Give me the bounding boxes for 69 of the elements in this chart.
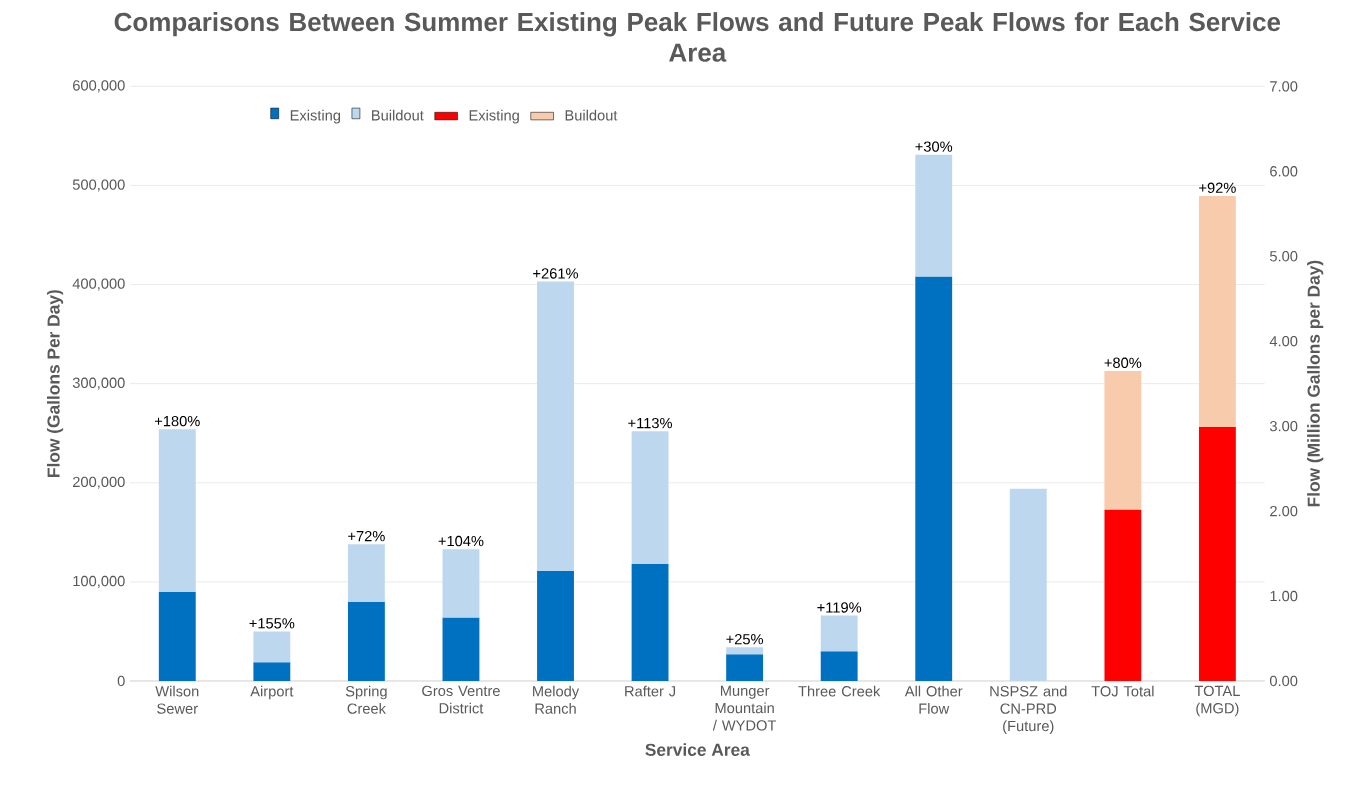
annotation: +80% <box>1104 357 1142 368</box>
x-tick-label: Melody Ranch <box>533 685 580 714</box>
legend-label: Buildout <box>565 109 618 121</box>
annotation: +25% <box>726 633 764 645</box>
bar <box>820 651 858 681</box>
x-tick-label: Airport <box>250 685 294 700</box>
x-tick-label: Gros Ventre District <box>422 685 500 714</box>
annotation: +155% <box>249 618 295 629</box>
x-tick-label: All Other Flow <box>904 685 963 714</box>
bar <box>158 429 196 592</box>
x-tick-label: Munger Mountain / WYDOT <box>712 685 777 731</box>
x-tick-label: Wilson Sewer <box>155 685 199 714</box>
y2-tick-label: 1.00 <box>1270 590 1298 602</box>
annotation: +104% <box>438 535 484 547</box>
chart-title: Comparisons Between Summer Existing Peak Flows and Future Peak Flows for Each Service Area <box>114 12 1281 62</box>
y-tick-label: 200,000 <box>73 476 125 489</box>
y-tick-label: 500,000 <box>72 179 125 192</box>
annotation: +180% <box>154 415 200 427</box>
x-axis-title: Service Area <box>645 743 750 756</box>
annotation: +119% <box>817 602 862 613</box>
y2-tick-label: 4.00 <box>1269 336 1298 347</box>
bar <box>442 617 480 681</box>
legend-label: Existing <box>469 109 519 124</box>
y-tick-label: 0 <box>117 675 125 687</box>
y2-tick-label: 2.00 <box>1270 505 1298 517</box>
bar <box>1198 195 1236 427</box>
x-tick-label: Rafter J <box>625 685 676 697</box>
x-tick-label: Three Creek <box>798 685 881 697</box>
y2-axis-title: Flow (Million Gallons per Day) <box>1307 260 1324 507</box>
y-tick-label: 400,000 <box>72 278 125 291</box>
bar <box>537 281 574 571</box>
bar <box>631 431 669 565</box>
y-tick-label: 300,000 <box>72 377 125 390</box>
bar <box>631 564 669 681</box>
bar <box>537 570 574 681</box>
bar <box>1009 488 1047 681</box>
x-tick-label: TOTAL (MGD) <box>1194 685 1240 717</box>
x-tick-label: TOJ Total <box>1091 685 1154 697</box>
y2-tick-label: 6.00 <box>1270 166 1298 177</box>
y-axis-title: Flow (Gallons Per Day) <box>46 290 64 477</box>
y2-tick-label: 0.00 <box>1269 675 1298 687</box>
y-tick-label: 100,000 <box>73 575 125 588</box>
bar <box>726 647 764 655</box>
bar <box>726 654 764 681</box>
bar <box>1104 509 1142 681</box>
y-tick-label: 600,000 <box>73 80 125 93</box>
bar <box>442 549 480 618</box>
bar <box>915 154 953 277</box>
y2-tick-label: 5.00 <box>1269 251 1298 262</box>
y2-tick-label: 7.00 <box>1270 81 1298 92</box>
bar <box>1104 370 1142 510</box>
legend-label: Buildout <box>372 109 424 121</box>
annotation: +72% <box>348 530 385 542</box>
annotation: +113% <box>628 417 673 429</box>
annotation: +92% <box>1199 182 1236 193</box>
legend-label: Existing <box>290 109 341 124</box>
annotation: +30% <box>915 141 953 152</box>
bar <box>347 601 385 681</box>
x-tick-label: NSPSZ and CN-PRD (Future) <box>990 685 1067 735</box>
bar <box>1198 426 1236 681</box>
bar <box>820 615 858 652</box>
bar <box>253 662 291 681</box>
bar <box>915 276 953 681</box>
bar <box>347 544 385 602</box>
y2-tick-label: 3.00 <box>1269 420 1298 432</box>
bar <box>253 631 291 663</box>
x-tick-label: Spring Creek <box>345 685 387 714</box>
bar <box>158 591 196 681</box>
annotation: +261% <box>533 268 578 279</box>
